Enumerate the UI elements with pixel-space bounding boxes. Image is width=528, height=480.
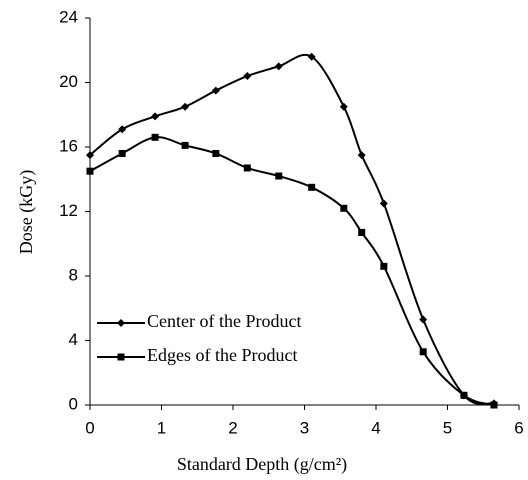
y-tick-label: 8 (69, 265, 78, 284)
marker (151, 133, 159, 141)
marker (357, 151, 366, 160)
x-tick-label: 5 (443, 418, 452, 437)
marker (419, 315, 428, 324)
x-axis-label: Standard Depth (g/cm²) (177, 454, 347, 475)
marker (181, 141, 189, 149)
x-tick-label: 4 (371, 418, 380, 437)
marker (308, 183, 316, 191)
y-tick-label: 24 (59, 7, 78, 26)
y-axis-label: Dose (kGy) (16, 170, 37, 254)
marker (274, 62, 283, 71)
y-tick-label: 0 (69, 394, 78, 413)
marker (181, 102, 190, 111)
x-tick-label: 2 (228, 418, 237, 437)
marker (211, 86, 220, 95)
marker (86, 167, 94, 175)
y-tick-label: 4 (69, 330, 78, 349)
marker (212, 149, 220, 157)
x-tick-label: 0 (85, 418, 94, 437)
marker (339, 102, 348, 111)
y-tick-label: 16 (59, 136, 78, 155)
marker (118, 149, 126, 157)
marker (243, 164, 251, 172)
marker (340, 204, 348, 212)
marker (118, 125, 127, 134)
legend-label: Center of the Product (147, 311, 301, 331)
y-tick-label: 20 (59, 72, 78, 91)
x-tick-label: 1 (157, 418, 166, 437)
marker (243, 72, 252, 81)
y-tick-label: 12 (59, 201, 78, 220)
marker (117, 353, 125, 361)
marker (275, 172, 283, 180)
marker (419, 348, 427, 356)
series-line (89, 136, 495, 406)
marker (151, 112, 160, 121)
x-tick-label: 6 (514, 418, 523, 437)
marker (490, 401, 498, 409)
marker (307, 52, 316, 61)
marker (460, 391, 468, 399)
marker (358, 228, 366, 236)
marker (379, 199, 388, 208)
marker (86, 151, 94, 160)
marker (117, 319, 125, 327)
legend-label: Edges of the Product (147, 345, 297, 365)
x-tick-label: 3 (300, 418, 309, 437)
marker (380, 262, 388, 270)
